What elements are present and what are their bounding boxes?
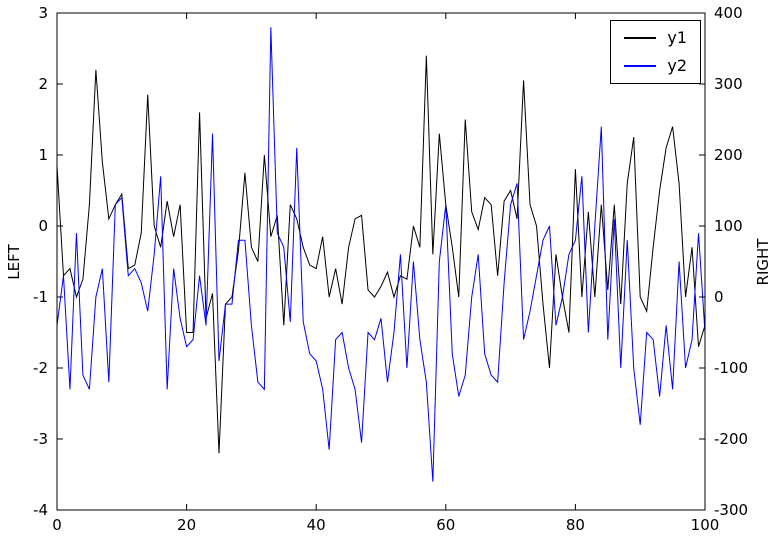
series-line-y2: [56, 27, 706, 482]
right-y-tick-label: -200: [714, 430, 748, 448]
left-y-tick-label: -4: [33, 501, 48, 519]
x-tick-label: 60: [436, 516, 455, 534]
right-y-tick-label: 200: [714, 146, 743, 164]
right-y-tick-label: -300: [714, 501, 748, 519]
left-y-tick-label: -1: [33, 288, 48, 306]
left-y-tick-label: 0: [38, 217, 48, 235]
x-tick-label: 0: [52, 516, 62, 534]
right-y-tick-label: -100: [714, 359, 748, 377]
x-tick-label: 40: [307, 516, 326, 534]
left-y-tick-label: 3: [38, 4, 48, 22]
right-axis-label: RIGHT: [754, 238, 772, 286]
x-tick-label: 20: [177, 516, 196, 534]
legend-label-y1: y1: [667, 28, 687, 47]
left-y-tick-label: 2: [38, 75, 48, 93]
legend-line-sample-y2: [624, 65, 657, 67]
right-y-tick-label: 0: [714, 288, 724, 306]
legend-entry-y2: y2: [624, 58, 687, 74]
right-y-tick-label: 100: [714, 217, 743, 235]
plot-frame: [56, 12, 706, 511]
series-line-y1: [56, 55, 706, 454]
left-y-tick-label: -3: [33, 430, 48, 448]
left-y-tick-label: 1: [38, 146, 48, 164]
x-tick-label: 80: [566, 516, 585, 534]
left-axis-label: LEFT: [5, 244, 23, 280]
right-y-tick-label: 300: [714, 75, 743, 93]
right-y-tick-label: 400: [714, 4, 743, 22]
left-y-tick-label: -2: [33, 359, 48, 377]
x-tick-label: 100: [691, 516, 720, 534]
legend: y1 y2: [610, 20, 701, 84]
legend-label-y2: y2: [667, 56, 687, 75]
legend-line-sample-y1: [624, 37, 657, 39]
legend-entry-y1: y1: [624, 30, 687, 46]
